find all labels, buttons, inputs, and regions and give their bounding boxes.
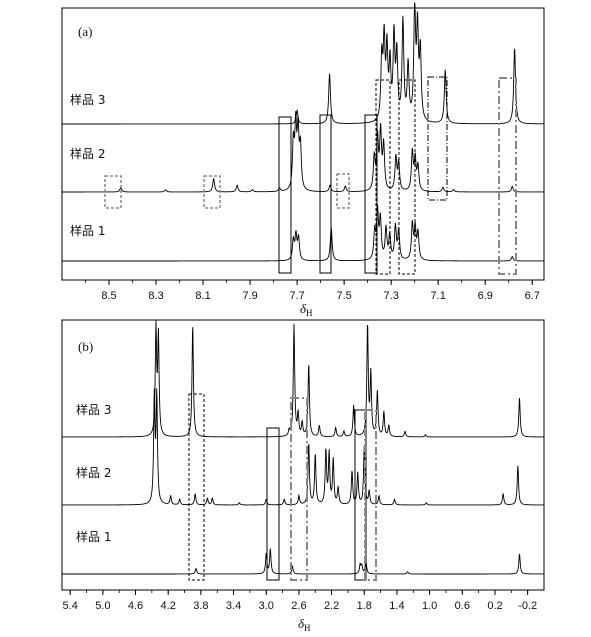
panel-b: (b) 样品 3 样品 2 样品 1 5.4 5.0 4.6 4.2 3.8 3.4 3.0… <box>61 319 545 633</box>
series-label-b-2: 样品 2 <box>76 465 111 480</box>
series-label-b-1: 样品 1 <box>76 529 111 544</box>
x-tick-label: 1.4 <box>389 600 404 612</box>
x-tick-label: 1.8 <box>357 600 372 612</box>
box-gray-dash-dot <box>498 77 517 275</box>
x-tick-label: 7.7 <box>289 290 304 302</box>
x-tick-label: 6.7 <box>525 290 540 302</box>
x-tick-label: -0.2 <box>518 600 537 612</box>
spectrum-line-a-1 <box>62 204 544 262</box>
box-solid <box>364 114 378 274</box>
x-tick-label: 8.5 <box>101 290 116 302</box>
box-gray-dashed <box>336 173 350 209</box>
box-solid <box>266 427 280 581</box>
box-dash-dot <box>427 76 448 201</box>
panel-a-highlight-boxes <box>104 76 517 275</box>
x-tick-label: 8.3 <box>148 290 163 302</box>
x-tick-label: 7.3 <box>384 290 399 302</box>
x-tick-label: 4.2 <box>161 600 176 612</box>
panel-b-x-axis: 5.4 5.0 4.6 4.2 3.8 3.4 3.0 2.6 2.2 1.8 1.4 1.0 0.6 0… <box>63 590 537 612</box>
box-gray-dash-dot <box>290 397 308 581</box>
panel-b-spectra <box>62 320 545 575</box>
spectrum-line-a-3 <box>62 2 545 125</box>
x-tick-label: 8.1 <box>195 290 210 302</box>
panel-a-frame <box>61 7 545 281</box>
x-tick-label: 7.1 <box>431 290 446 302</box>
series-label-b-3: 样品 3 <box>76 402 111 417</box>
box-dashed <box>375 79 391 275</box>
x-tick-label: 3.8 <box>193 600 208 612</box>
spectrum-line-a-2 <box>62 110 544 193</box>
panel-b-label: (b) <box>78 339 93 354</box>
x-tick-label: 6.9 <box>478 290 493 302</box>
x-tick-label: 0.2 <box>487 600 502 612</box>
x-tick-label: 3.0 <box>259 600 274 612</box>
series-label-a-3: 样品 3 <box>70 92 105 107</box>
panel-b-frame <box>61 319 545 591</box>
panel-b-x-axis-title: δH <box>298 616 311 633</box>
spectrum-line-b-2 <box>62 388 544 506</box>
panel-a-x-axis: 8.5 8.3 8.1 7.9 7.7 7.5 7.3 7.1 6.9 6.7 <box>85 280 540 302</box>
box-solid <box>319 114 332 274</box>
panel-a-label: (a) <box>78 24 92 39</box>
box-gray-dashed <box>203 175 221 209</box>
x-tick-label: 7.5 <box>336 290 351 302</box>
series-label-a-1: 样品 1 <box>70 223 105 238</box>
x-tick-label: 5.0 <box>95 600 110 612</box>
box-solid <box>278 116 292 274</box>
x-tick-label: 3.4 <box>226 600 241 612</box>
panel-b-highlight-boxes <box>188 393 377 581</box>
box-gray-dashed <box>104 175 122 209</box>
spectrum-line-b-1 <box>62 548 544 575</box>
panel-a: (a) 样品 3 样品 2 样品 1 8.5 8.3 8.1 7.9 7.7 7.5 7.3… <box>61 2 545 318</box>
x-tick-label: 4.6 <box>128 600 143 612</box>
box-dashed <box>188 393 205 581</box>
x-tick-label: 2.2 <box>324 600 339 612</box>
x-tick-label: 0.6 <box>455 600 470 612</box>
panel-a-spectra <box>62 2 545 262</box>
box-dashed <box>398 79 416 275</box>
x-tick-label: 7.9 <box>242 290 257 302</box>
spectrum-line-b-3 <box>62 320 545 438</box>
x-tick-label: 1.0 <box>422 600 437 612</box>
panel-a-x-axis-title: δH <box>300 301 313 318</box>
series-label-a-2: 样品 2 <box>70 146 105 161</box>
box-gray-dash-dot <box>364 409 377 581</box>
x-tick-label: 5.4 <box>63 600 78 612</box>
x-tick-label: 2.6 <box>291 600 306 612</box>
